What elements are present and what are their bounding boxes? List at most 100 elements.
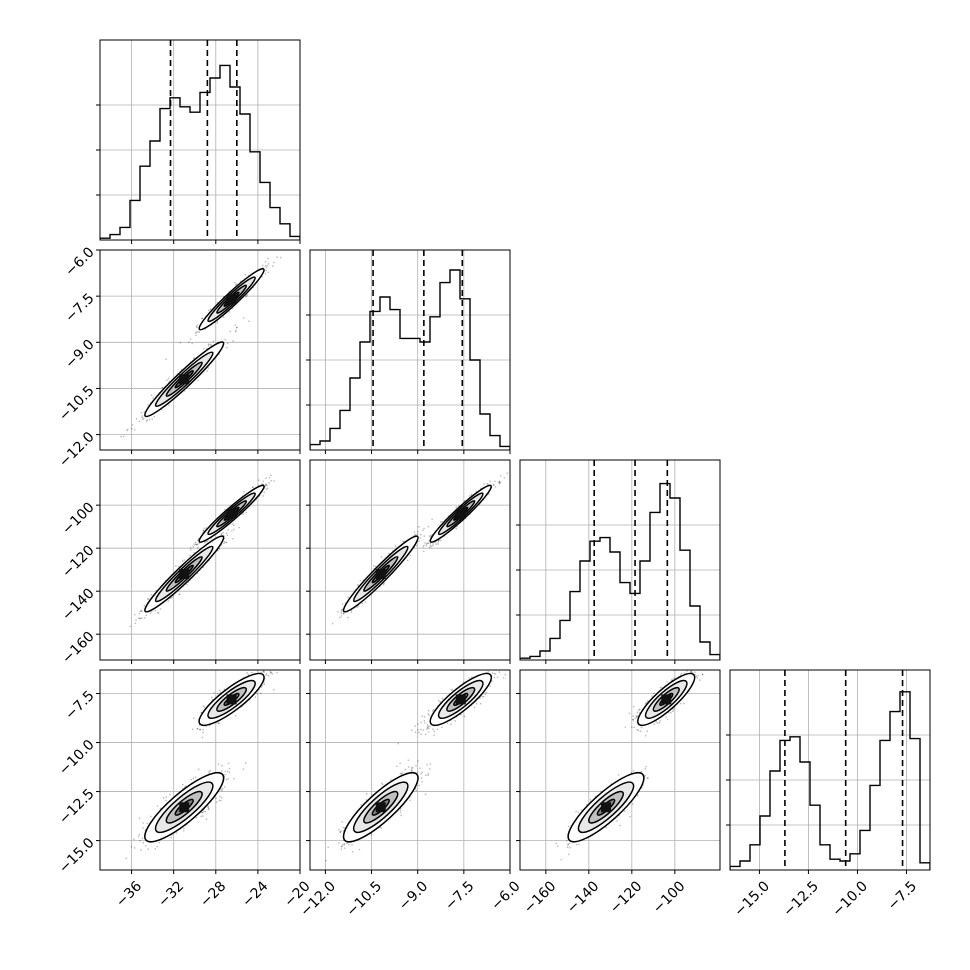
sample-point (427, 525, 430, 528)
sample-point (340, 610, 343, 612)
sample-point (262, 480, 264, 483)
sample-point (359, 579, 362, 582)
sample-point (147, 404, 149, 406)
sample-point (192, 545, 195, 548)
sample-point (147, 597, 149, 600)
sample-point (139, 617, 141, 620)
sample-point (202, 529, 205, 532)
sample-point (143, 604, 146, 607)
sample-point (273, 261, 275, 264)
sample-point (422, 529, 424, 532)
sample-point (181, 560, 184, 562)
sample-point (498, 480, 501, 483)
sample-point (265, 477, 267, 479)
sample-point (235, 283, 238, 285)
sample-point (431, 518, 433, 521)
sample-point (494, 485, 497, 488)
sample-point (137, 617, 140, 619)
sample-point (131, 427, 133, 430)
sample-point (161, 386, 164, 389)
sample-point (267, 263, 270, 265)
sample-point (133, 428, 136, 431)
sample-point (138, 612, 141, 615)
sample-point (263, 491, 266, 494)
sample-point (223, 542, 225, 545)
sample-point (416, 530, 419, 533)
sample-point (166, 379, 168, 381)
sample-point (196, 543, 199, 545)
density-peak (179, 568, 190, 579)
sample-point (138, 420, 141, 422)
sample-point (252, 486, 254, 488)
sample-point (432, 543, 434, 545)
sample-point (419, 537, 422, 539)
sample-point (357, 583, 359, 586)
sample-point (228, 311, 231, 313)
sample-point (402, 540, 404, 543)
sample-point (488, 493, 490, 495)
sample-point (150, 610, 153, 613)
sample-point (238, 526, 240, 529)
sample-point (225, 532, 228, 535)
sample-point (135, 418, 138, 420)
sample-point (224, 338, 227, 341)
sample-point (143, 617, 146, 619)
sample-point (140, 617, 143, 619)
sample-point (364, 601, 367, 603)
sample-point (226, 534, 229, 537)
histogram-steps (100, 64, 300, 240)
sample-point (218, 548, 221, 550)
sample-point (141, 415, 144, 417)
sample-point (233, 524, 235, 527)
sample-point (171, 596, 173, 599)
sample-point (455, 506, 458, 508)
sample-point (134, 613, 136, 616)
sample-point (229, 330, 232, 333)
histogram-panel-2 (516, 459, 721, 664)
sample-point (245, 511, 248, 514)
sample-point (207, 367, 210, 369)
sample-point (225, 541, 228, 544)
sample-point (195, 334, 197, 337)
sample-point (264, 483, 267, 486)
sample-point (120, 435, 122, 438)
histogram-panel-0 (96, 39, 301, 244)
sample-point (357, 605, 360, 607)
panel-axes-0-2 (96, 459, 301, 664)
panel-frame (99, 459, 301, 661)
sample-point (494, 480, 496, 483)
sample-point (175, 565, 177, 567)
sample-point (257, 479, 260, 481)
sample-point (279, 256, 282, 259)
histogram-steps (520, 482, 720, 660)
sample-point (235, 330, 237, 333)
sample-point (226, 346, 228, 349)
sample-point (264, 260, 267, 263)
sample-point (154, 609, 156, 612)
sample-point (168, 404, 170, 406)
sample-point (432, 544, 434, 547)
sample-point (262, 495, 264, 497)
sample-point (196, 324, 199, 326)
panel-frame (99, 249, 301, 451)
histogram-steps (730, 691, 930, 870)
sample-point (342, 612, 345, 615)
sample-point (146, 419, 149, 421)
sample-point (499, 481, 502, 484)
histogram-steps (310, 269, 510, 450)
sample-point (178, 593, 181, 596)
sample-point (340, 612, 343, 614)
sample-point (189, 338, 192, 340)
sample-point (183, 559, 186, 561)
sample-point (224, 508, 226, 511)
sample-point (232, 537, 234, 540)
sample-point (194, 332, 197, 334)
sample-point (415, 544, 418, 547)
sample-point (178, 565, 180, 568)
sample-point (148, 418, 151, 421)
sample-point (265, 269, 267, 272)
sample-point (152, 397, 154, 399)
sample-point (197, 331, 199, 333)
sample-point (135, 619, 137, 621)
sample-point (439, 521, 442, 523)
